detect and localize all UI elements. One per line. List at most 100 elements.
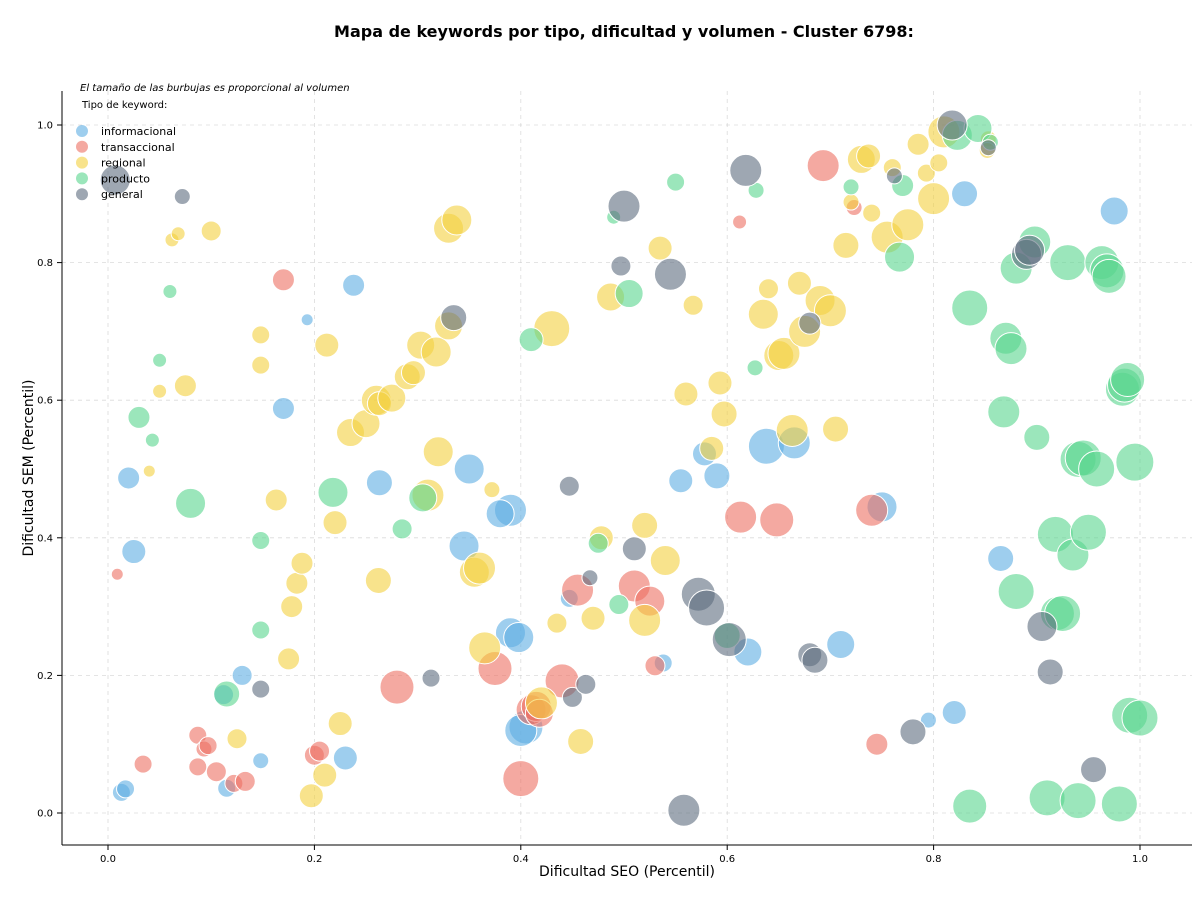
bubble-general	[561, 686, 583, 708]
bubble-informacional	[951, 180, 979, 208]
bubble-producto	[213, 680, 241, 708]
bubble-regional	[673, 381, 699, 407]
legend-marker-transaccional	[76, 140, 88, 153]
bubble-general	[251, 679, 271, 699]
bubble-general	[1026, 611, 1058, 643]
bubble-producto	[987, 395, 1021, 429]
bubble-transaccional	[110, 567, 124, 581]
bubble-transaccional	[502, 760, 540, 798]
bubble-producto	[884, 241, 916, 273]
bubble-regional	[631, 511, 659, 539]
bubble-general	[711, 622, 747, 658]
x-axis-ticks: 0.0 0.2 0.4 0.6 0.8 1.0	[100, 845, 1148, 865]
bubble-informacional	[503, 622, 535, 654]
bubble-regional	[567, 727, 595, 755]
bubble-transaccional	[724, 500, 758, 534]
bubble-producto	[587, 532, 609, 554]
bubble-producto	[952, 788, 988, 824]
bubble-general	[801, 646, 829, 674]
legend-label-transaccional: transaccional	[101, 141, 175, 154]
bubble-general	[621, 536, 647, 562]
legend-label-informacional: informacional	[101, 125, 176, 138]
bubble-regional	[285, 571, 309, 595]
bubble-informacional	[826, 629, 856, 659]
legend-marker-regional	[76, 156, 88, 169]
y-axis-label: Dificultad SEM (Percentil)	[21, 380, 37, 557]
bubble-regional	[916, 163, 936, 183]
bubble-regional	[422, 436, 454, 468]
bubble-producto	[127, 405, 151, 429]
series-informacional	[111, 180, 1129, 802]
bubble-regional	[264, 488, 288, 512]
bubble-transaccional	[133, 754, 153, 774]
bubble-producto	[1115, 442, 1155, 482]
bubble-regional	[842, 193, 860, 211]
bubble-regional	[377, 383, 407, 413]
bubble-general	[581, 569, 599, 587]
bubble-informacional	[1099, 196, 1129, 226]
bubble-transaccional	[271, 268, 295, 292]
bubble-regional	[251, 355, 271, 375]
bubble-informacional	[271, 396, 295, 420]
y-tick-label: 0.2	[37, 671, 53, 682]
bubble-general	[729, 153, 763, 187]
y-tick-label: 1.0	[37, 121, 53, 132]
bubble-regional	[226, 728, 248, 750]
bubble-general	[575, 673, 597, 695]
bubble-producto	[1069, 513, 1107, 551]
bubble-general	[653, 257, 687, 291]
bubble-producto	[1110, 362, 1146, 398]
bubble-informacional	[252, 752, 270, 770]
bubble-general	[607, 189, 641, 223]
bubble-regional	[775, 413, 809, 447]
bubble-regional	[298, 783, 324, 809]
bubble-general	[899, 718, 927, 746]
bubble-transaccional	[806, 149, 840, 183]
bubble-producto	[666, 172, 686, 192]
bubble-informacional	[941, 700, 967, 726]
bubble-regional	[580, 605, 606, 631]
bubble-general	[421, 668, 441, 688]
bubble-regional	[710, 400, 738, 428]
bubble-producto	[746, 359, 764, 377]
bubble-informacional	[365, 469, 393, 497]
bubble-producto	[251, 620, 271, 640]
bubble-producto	[1091, 258, 1127, 294]
bubble-general	[979, 139, 997, 157]
bubble-general	[1080, 756, 1108, 784]
bubble-regional	[628, 603, 662, 637]
bubble-producto	[1121, 699, 1159, 737]
legend-marker-producto	[76, 172, 88, 185]
bubble-informacional	[703, 462, 731, 490]
bubble-regional	[917, 182, 951, 216]
bubble-informacional	[121, 539, 147, 565]
bubble-regional	[862, 203, 882, 223]
bubble-general	[936, 109, 968, 141]
bubble-transaccional	[205, 761, 227, 783]
bubble-regional	[891, 208, 925, 242]
legend: informacional transaccional regional produc…	[76, 125, 176, 201]
bubble-regional	[200, 220, 222, 242]
bubble-informacional	[987, 544, 1015, 572]
bubble-regional	[170, 226, 186, 242]
bubble-regional	[929, 153, 949, 173]
bubble-informacional	[231, 664, 253, 686]
bubble-general	[1036, 658, 1064, 686]
bubble-regional	[822, 415, 850, 443]
bubble-regional	[152, 383, 168, 399]
bubble-regional	[327, 711, 353, 737]
bubble-informacional	[342, 273, 366, 297]
bubble-general	[440, 304, 468, 332]
bubble-regional	[280, 595, 304, 619]
bubble-general	[173, 188, 191, 206]
bubble-regional	[277, 647, 301, 671]
bubble-regional	[400, 360, 426, 386]
bubble-informacional	[117, 466, 141, 490]
y-tick-label: 0.0	[37, 809, 53, 820]
legend-title: Tipo de keyword:	[81, 100, 167, 111]
bubble-producto	[317, 476, 349, 508]
bubble-informacional	[116, 779, 136, 799]
bubble-informacional	[919, 711, 937, 729]
bubble-producto	[175, 487, 207, 519]
bubble-general	[688, 589, 726, 627]
